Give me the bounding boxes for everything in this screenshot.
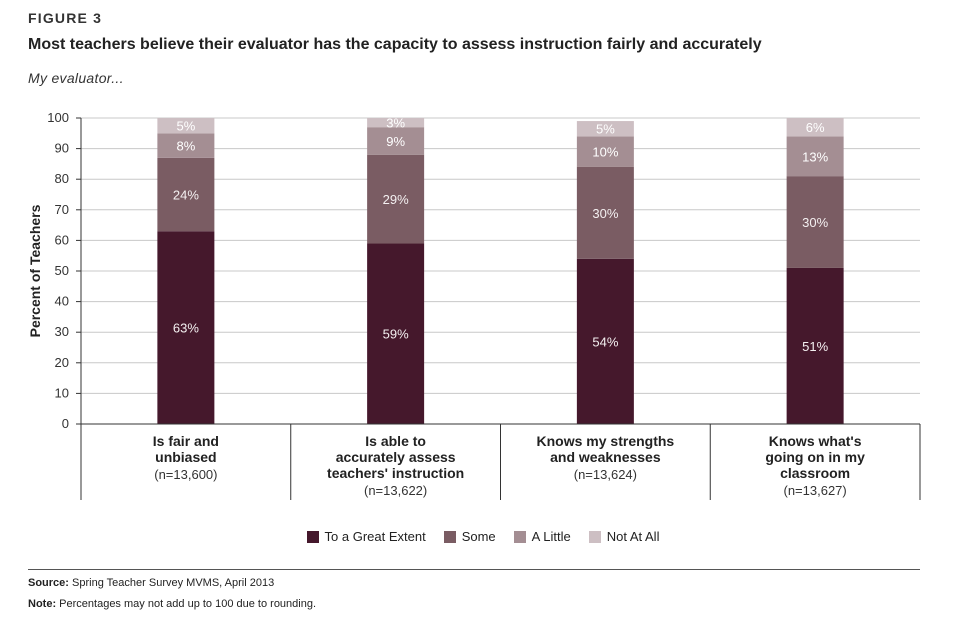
bar-segment xyxy=(367,243,425,424)
legend-label: Not At All xyxy=(606,529,660,544)
legend-label: To a Great Extent xyxy=(324,529,426,544)
y-tick-label: 60 xyxy=(55,232,69,247)
bar-segment xyxy=(786,136,844,177)
y-tick-label: 80 xyxy=(55,171,69,186)
chart-legend: To a Great Extent Some A Little Not At All xyxy=(0,529,966,544)
legend-label: Some xyxy=(461,529,496,544)
data-label: 54% xyxy=(592,334,618,349)
legend-label: A Little xyxy=(531,529,571,544)
data-label: 9% xyxy=(386,134,405,149)
x-category-label: going on in my xyxy=(765,449,865,465)
bar-segment xyxy=(786,176,844,268)
y-tick-label: 70 xyxy=(55,202,69,217)
footer-divider xyxy=(28,569,920,570)
source-note: Source: Spring Teacher Survey MVMS, Apri… xyxy=(28,577,274,589)
bar-segment xyxy=(786,267,844,424)
legend-swatch xyxy=(306,530,319,543)
x-category-label: Knows my strengths xyxy=(537,433,675,449)
y-tick-label: 0 xyxy=(62,416,69,431)
data-label: 51% xyxy=(802,339,828,354)
bar-segment xyxy=(576,166,634,259)
data-label: 10% xyxy=(592,145,618,160)
bar-segment xyxy=(786,118,844,137)
bar-segment xyxy=(157,157,215,232)
legend-item: Some xyxy=(443,529,496,544)
x-category-label: Is able to xyxy=(365,433,426,449)
bar-segment xyxy=(157,118,215,134)
x-category-label: and weaknesses xyxy=(550,449,661,465)
x-category-n: (n=13,627) xyxy=(784,483,847,498)
legend-swatch xyxy=(443,530,456,543)
legend-item: A Little xyxy=(513,529,571,544)
legend-item: To a Great Extent xyxy=(306,529,426,544)
data-label: 30% xyxy=(802,215,828,230)
note-label: Note: xyxy=(28,598,57,610)
data-label: 6% xyxy=(806,120,825,135)
source-label: Source: xyxy=(28,577,69,589)
bar-segment xyxy=(576,136,634,167)
data-label: 29% xyxy=(383,192,409,207)
y-tick-label: 90 xyxy=(55,141,69,156)
x-category-n: (n=13,624) xyxy=(574,467,637,482)
data-label: 24% xyxy=(173,188,199,203)
data-label: 8% xyxy=(176,139,195,154)
chart-subtitle: My evaluator... xyxy=(28,70,124,86)
data-label: 30% xyxy=(592,206,618,221)
data-label: 59% xyxy=(383,327,409,342)
x-category-label: Knows what's xyxy=(769,433,862,449)
data-label: 5% xyxy=(596,122,615,137)
bar-segment xyxy=(157,133,215,158)
legend-item: Not At All xyxy=(588,529,660,544)
x-category-label: Is fair and xyxy=(153,433,219,449)
x-category-label: unbiased xyxy=(155,449,216,465)
data-label: 63% xyxy=(173,321,199,336)
source-text: Spring Teacher Survey MVMS, April 2013 xyxy=(72,577,275,589)
legend-swatch xyxy=(588,530,601,543)
y-tick-label: 40 xyxy=(55,294,69,309)
x-category-label: accurately assess xyxy=(336,449,456,465)
chart-title: Most teachers believe their evaluator ha… xyxy=(28,36,762,53)
y-tick-label: 20 xyxy=(55,355,69,370)
y-tick-label: 100 xyxy=(47,110,69,125)
bar-segment xyxy=(576,121,634,137)
y-tick-label: 50 xyxy=(55,263,69,278)
x-category-n: (n=13,600) xyxy=(154,467,217,482)
y-tick-label: 30 xyxy=(55,324,69,339)
x-category-label: classroom xyxy=(780,465,850,481)
bar-segment xyxy=(576,258,634,424)
y-tick-label: 10 xyxy=(55,385,69,400)
data-label: 13% xyxy=(802,149,828,164)
note-text: Percentages may not add up to 100 due to… xyxy=(59,598,317,610)
footnote: Note: Percentages may not add up to 100 … xyxy=(28,598,316,610)
y-axis-title: Percent of Teachers xyxy=(27,204,43,337)
data-label: 5% xyxy=(176,119,195,134)
legend-swatch xyxy=(513,530,526,543)
bar-segment xyxy=(367,127,425,155)
bar-segment xyxy=(367,154,425,244)
x-category-n: (n=13,622) xyxy=(364,483,427,498)
figure-label: FIGURE 3 xyxy=(28,10,103,26)
bar-segment xyxy=(157,231,215,424)
bar-segment xyxy=(367,118,425,128)
data-label: 3% xyxy=(386,116,405,131)
x-category-label: teachers' instruction xyxy=(327,465,464,481)
